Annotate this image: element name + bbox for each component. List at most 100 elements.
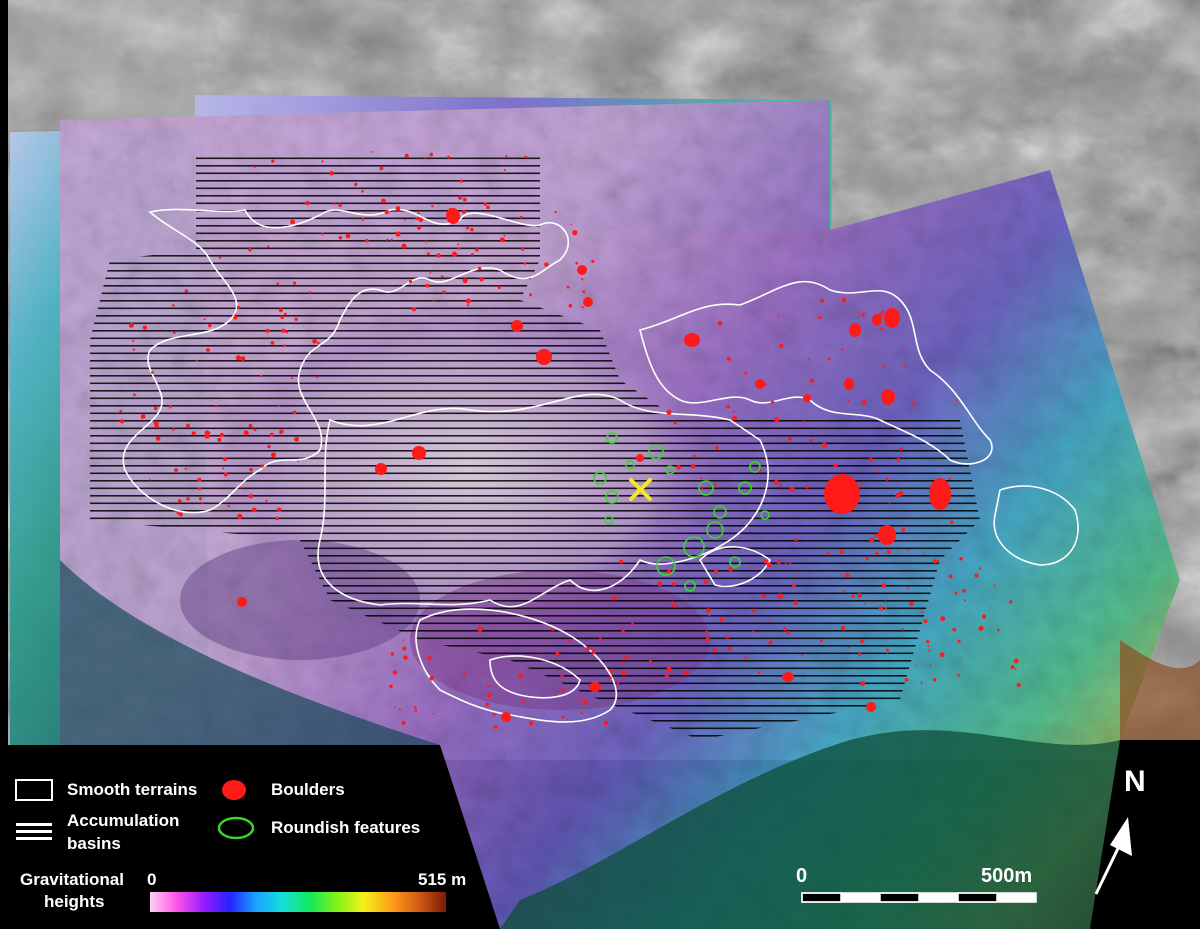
boulder [906,549,909,552]
boulder [561,715,565,719]
boulder [744,371,748,375]
boulder [1017,685,1020,687]
boulder [544,262,549,267]
boulder [885,607,887,610]
boulder [777,593,783,599]
boulder [612,595,617,601]
smooth-terrains-label: Smooth terrains [67,780,198,799]
boulder [719,617,724,622]
boulder [927,645,930,647]
boulder [901,628,904,631]
boulder [717,321,723,326]
boulder [860,639,864,644]
boulder [361,190,364,193]
boulder [673,421,677,425]
boulder [271,159,275,163]
boulder [912,401,916,405]
boulder [865,556,869,561]
boulder [149,478,151,481]
boulder [248,248,252,252]
boulder [470,253,474,256]
boulder [458,195,463,200]
boulder [169,406,172,409]
boulder [794,538,798,542]
boulder [239,486,242,489]
boulder [465,298,471,304]
boulder [777,315,780,318]
boulder [418,217,424,223]
boulder [952,627,957,632]
boulder [518,673,523,679]
boulder [705,630,708,634]
boulder [197,477,202,482]
boulder [789,487,795,492]
boulder [921,611,924,614]
boulder [928,649,931,652]
boulder [371,151,374,153]
accumulation-basins-label-line2: basins [67,834,121,853]
boulder [487,684,491,689]
boulder [881,583,886,588]
boulder [281,328,286,333]
boulder [877,313,883,319]
boulder [271,452,276,458]
boulder [939,652,945,658]
boulder [926,640,930,644]
boulder [333,202,336,205]
boulder [885,648,889,652]
boulder [1014,668,1017,670]
boulder [582,699,588,705]
boulder [279,431,282,435]
boulder [726,404,731,409]
boulder [554,210,557,214]
boulder [259,374,263,378]
boulders-label: Boulders [271,780,345,799]
boulder [528,720,534,726]
boulder [732,410,735,413]
boulder [621,670,627,676]
boulder [870,600,874,604]
boulder [294,436,299,442]
boulder [251,507,257,513]
boulder [316,341,320,345]
boulder [908,601,914,606]
boulder [860,681,866,686]
boulder [277,507,282,513]
boulder [119,419,125,424]
boulder [203,318,206,321]
boulder [932,677,937,682]
boulder [217,437,222,442]
boulder [840,625,846,631]
boulder [417,225,422,230]
gravitational-heights-colorbar [150,892,446,912]
boulder [292,281,297,285]
boulder [861,312,866,317]
boulder [584,300,587,303]
boulder [321,160,324,163]
boulder [591,650,596,655]
boulder [624,655,629,661]
boulder [499,237,505,243]
boulder [312,338,317,344]
x-marker-icon [629,478,652,501]
boulder [485,702,490,707]
boulder [316,375,319,379]
boulder [783,627,787,631]
boulder [395,206,401,211]
boulder [477,626,483,632]
boulder [701,488,704,491]
boulder [417,212,420,215]
boulder [708,614,711,617]
boulder [234,313,237,316]
boulder [424,157,427,159]
boulder [885,477,889,481]
boulder [265,328,270,333]
boulder [868,457,874,462]
roundish-features-label: Roundish features [271,818,421,837]
boulder [132,339,135,342]
boulder [845,572,850,578]
boulder [389,684,393,689]
boulder [570,223,572,226]
boulder [851,594,855,599]
boulder [132,348,136,351]
